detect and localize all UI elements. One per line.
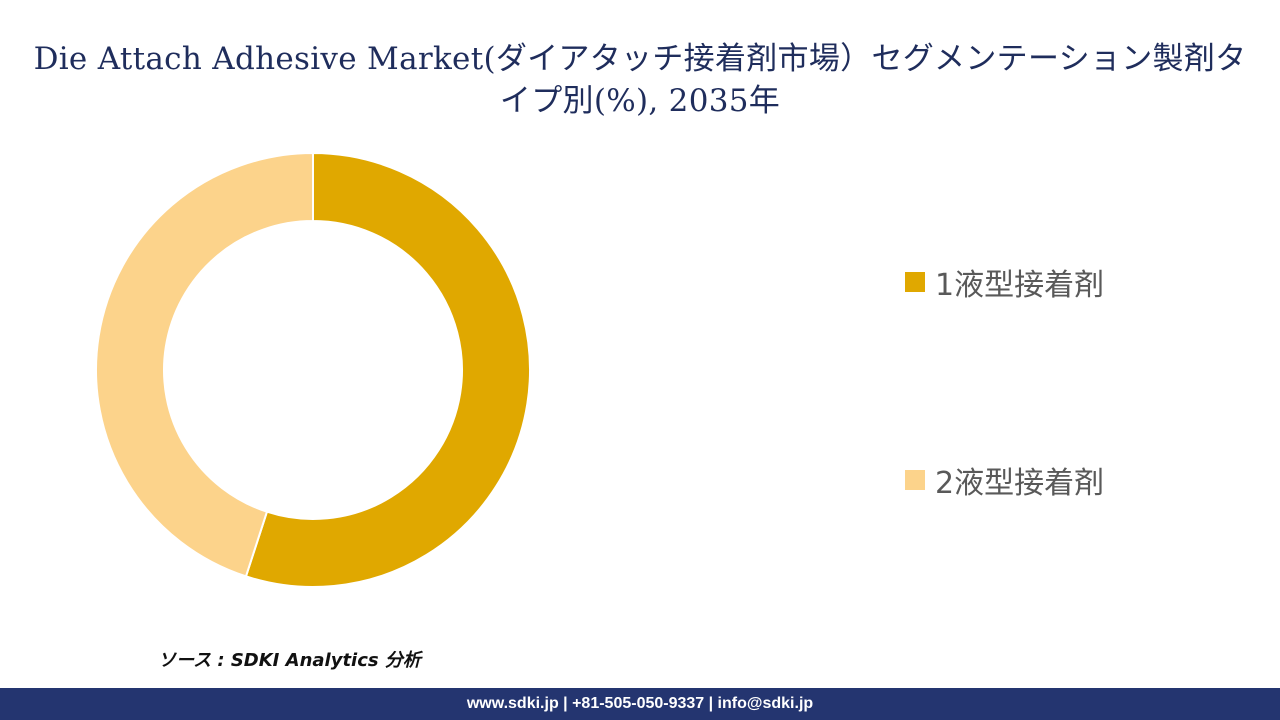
legend-label-2: 2液型接着剤 bbox=[935, 466, 1105, 501]
legend-item-2: 2液型接着剤 bbox=[905, 458, 1104, 502]
footer-bar: www.sdki.jp | +81-505-050-9337 | info@sd… bbox=[0, 688, 1280, 720]
footer-contact: www.sdki.jp | +81-505-050-9337 | info@sd… bbox=[466, 695, 814, 712]
legend-label-1: 1液型接着剤 bbox=[935, 268, 1105, 303]
legend-item-1: 1液型接着剤 bbox=[905, 260, 1104, 304]
donut-slice-2 bbox=[95, 151, 314, 578]
legend-swatch-2 bbox=[905, 470, 925, 490]
legend-swatch-1 bbox=[905, 272, 925, 292]
chart-title: Die Attach Adhesive Market(ダイアタッチ接着剤市場）セ… bbox=[33, 41, 1247, 119]
donut-chart bbox=[80, 140, 550, 610]
donut-slice-1 bbox=[244, 151, 531, 588]
donut-chart-svg bbox=[95, 151, 531, 588]
source-note: ソース : SDKI Analytics 分析 bbox=[158, 650, 421, 671]
